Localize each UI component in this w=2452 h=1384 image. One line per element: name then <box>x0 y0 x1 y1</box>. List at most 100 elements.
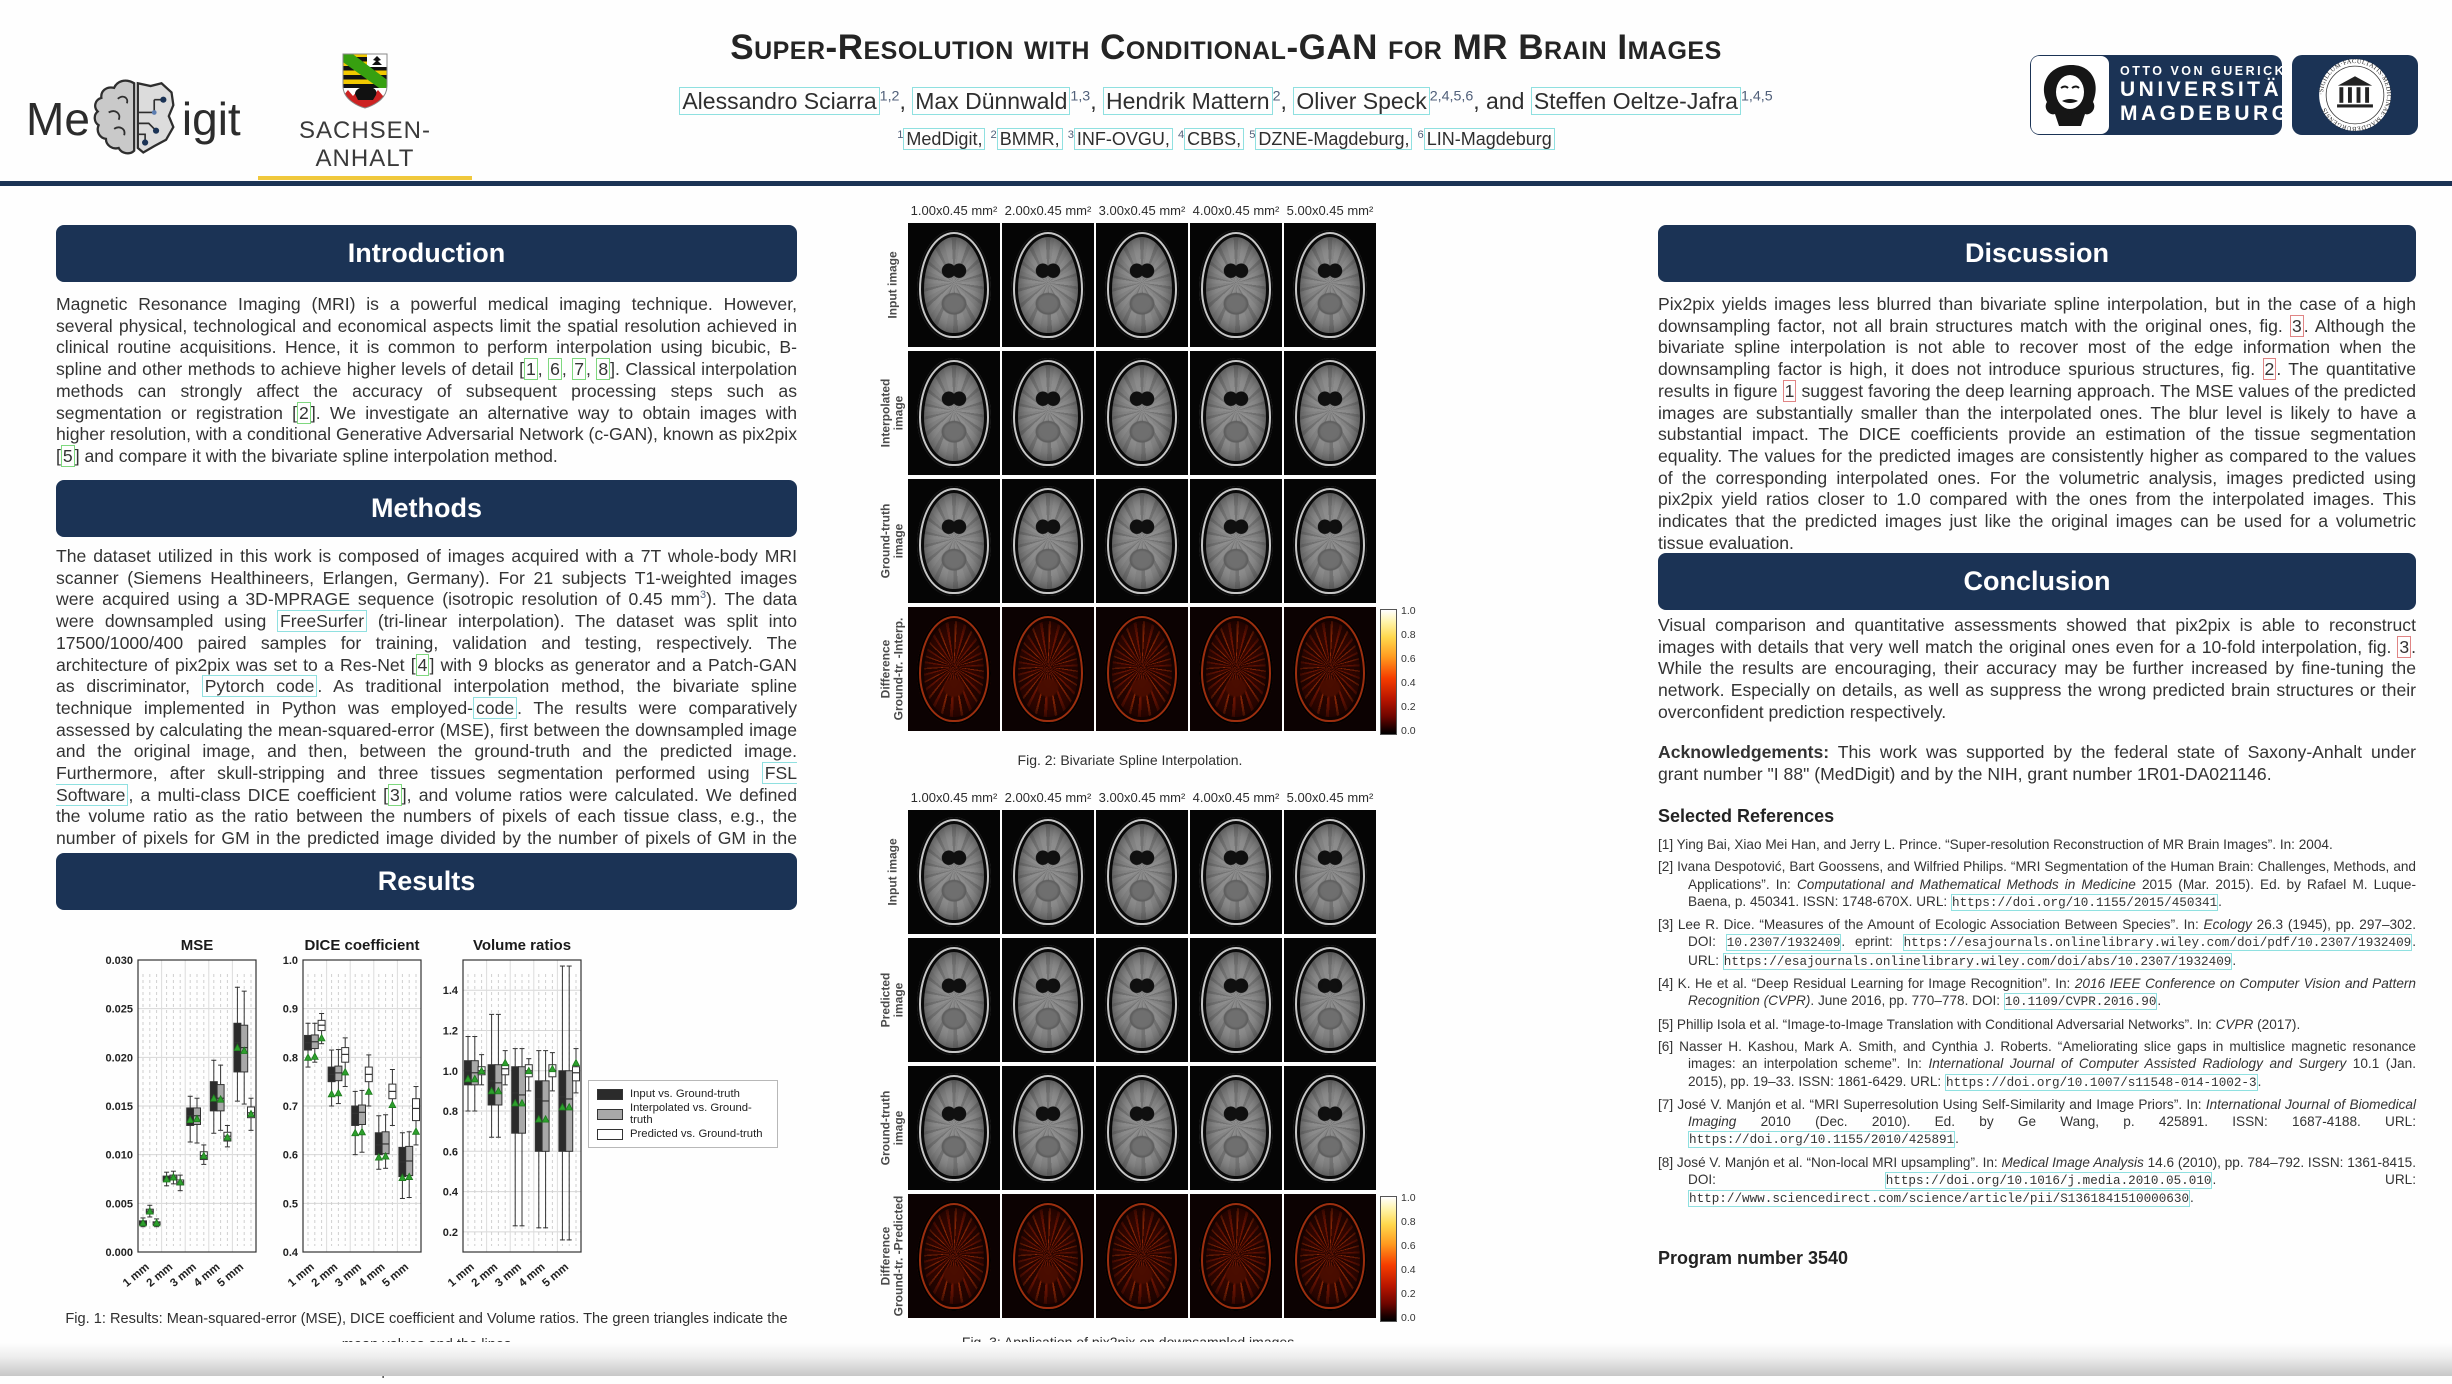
colorbar-tick: 0.6 <box>1401 1240 1416 1252</box>
citation-link[interactable]: 3 <box>387 783 402 806</box>
figure-row-label: Difference Ground-tr. -Interp. <box>878 617 906 721</box>
citation-link[interactable]: 2 <box>297 401 311 424</box>
url-link[interactable]: 10.1109/CVPR.2016.90 <box>2003 993 2158 1011</box>
citation-link[interactable]: 8 <box>596 358 611 381</box>
svg-text:0.010: 0.010 <box>105 1150 133 1162</box>
brain-mri-image <box>1096 479 1188 603</box>
hyperlink[interactable]: Pytorch code <box>201 675 318 698</box>
brain-slice <box>917 614 991 724</box>
citation-link[interactable]: 1 <box>523 358 538 381</box>
brain-difference-image <box>1190 1194 1282 1318</box>
figure-column-header: 3.00x0.45 mm² <box>1098 203 1186 218</box>
sachsen-anhalt-logo: SACHSEN-ANHALT <box>258 52 472 180</box>
hyperlink[interactable]: FreeSurfer <box>277 610 368 633</box>
poster-title: Super-Resolution with Conditional-GAN fo… <box>730 28 1722 67</box>
methods-text: The dataset utilized in this work is com… <box>56 546 797 870</box>
brain-slice <box>917 358 991 468</box>
brain-slice <box>1293 486 1367 596</box>
url-link[interactable]: https://doi.org/10.1155/2010/425891 <box>1688 1131 1956 1149</box>
svg-text:3 mm: 3 mm <box>333 1261 364 1290</box>
brain-slice <box>1105 1073 1179 1183</box>
citation-link[interactable]: 7 <box>572 358 587 381</box>
brain-mri-image <box>1002 810 1094 934</box>
svg-text:DICE coefficient: DICE coefficient <box>304 937 419 954</box>
reference-item: [3] Lee R. Dice. “Measures of the Amount… <box>1658 917 2416 970</box>
figure-row-label: Ground-truth image <box>878 1090 906 1166</box>
brain-slice <box>1105 230 1179 340</box>
figure-column-header: 5.00x0.45 mm² <box>1286 203 1374 218</box>
hyperlink[interactable]: FSL Software <box>56 762 797 806</box>
legend-label: Predicted vs. Ground-truth <box>630 1128 763 1140</box>
brain-mri-image <box>1284 479 1376 603</box>
brain-slice <box>1011 614 1085 724</box>
colorbar-tick: 0.0 <box>1401 1312 1416 1324</box>
citation-link[interactable]: 5 <box>60 444 75 467</box>
reference-number: [1] <box>1658 837 1677 852</box>
citation-link[interactable]: 4 <box>415 653 430 676</box>
introduction-text: Magnetic Resonance Imaging (MRI) is a po… <box>56 294 798 467</box>
hyperlink[interactable]: Max Dünnwald <box>912 87 1071 115</box>
hyperlink[interactable]: MedDigit, <box>903 128 986 150</box>
figure2-colorbar-ticks: 1.0 0.8 0.6 0.4 0.2 0.0 <box>1401 605 1416 737</box>
introduction-title: Introduction <box>347 238 506 268</box>
reference-number: [2] <box>1658 859 1678 875</box>
hyperlink[interactable]: BMMR, <box>996 128 1063 150</box>
hyperlink[interactable]: INF-OVGU, <box>1073 128 1173 150</box>
brain-mri-image <box>1284 810 1376 934</box>
svg-text:3 mm: 3 mm <box>493 1261 524 1290</box>
url-link[interactable]: https://esajournals.onlinelibrary.wiley.… <box>1902 934 2413 952</box>
section-header-conclusion: Conclusion <box>1658 553 2416 610</box>
brain-slice <box>1293 230 1367 340</box>
brain-mri-image <box>1190 479 1282 603</box>
citation-link[interactable]: 6 <box>548 358 562 381</box>
author-list[interactable]: Alessandro Sciarra 1,2, Max Dünnwald 1,3, … <box>430 87 2022 115</box>
hyperlink[interactable]: Steffen Oeltze-Jafra <box>1530 87 1741 115</box>
affiliation-list[interactable]: 1 MedDigit, 2 BMMR, 3 INF-OVGU, 4 CBBS, 5 DZN… <box>430 128 2022 150</box>
figure-ref-link[interactable]: 1 <box>1782 379 1797 402</box>
brain-slice <box>1011 817 1085 927</box>
url-link[interactable]: 10.2307/1932409 <box>1725 934 1842 952</box>
url-link[interactable]: http://www.sciencedirect.com/science/art… <box>1688 1190 2191 1208</box>
brain-slice <box>1199 945 1273 1055</box>
figure-column-header: 4.00x0.45 mm² <box>1192 790 1280 805</box>
acknowledgements-text: Acknowledgements: This work was supporte… <box>1658 742 2416 784</box>
svg-text:4 mm: 4 mm <box>357 1261 388 1290</box>
meddigit-logo-text-me: Me <box>26 93 90 145</box>
figure-column-header: 2.00x0.45 mm² <box>1004 203 1092 218</box>
hyperlink[interactable]: LIN-Magdeburg <box>1423 128 1555 150</box>
hyperlink[interactable]: CBBS, <box>1184 128 1245 150</box>
reference-item: [8] José V. Manjón et al. “Non-local MRI… <box>1658 1154 2417 1208</box>
brain-mri-image <box>1002 938 1094 1062</box>
discussion-text: Pix2pix yields images less blurred than … <box>1658 294 2417 553</box>
brain-difference-image <box>1190 607 1282 731</box>
boxplot-dice-coefficient: 0.4 0.5 0.6 0.7 0.8 0.9 1.0 DICE coefficient 1 m… <box>283 937 422 1290</box>
reference-item: [5] Phillip Isola et al. “Image-to-Image… <box>1658 1016 2301 1032</box>
hyperlink[interactable]: DZNE-Magdeburg, <box>1255 128 1413 150</box>
faculty-seal-icon: ·SIGILLUM·FACULTATIS·MEDICINAE·MAGDEBURG… <box>2318 58 2392 132</box>
brain-slice <box>1293 945 1367 1055</box>
brain-slice <box>1105 1201 1179 1311</box>
figure2-caption: Fig. 2: Bivariate Spline Interpolation. <box>1017 752 1243 768</box>
brain-mri-image <box>1096 1066 1188 1190</box>
url-link[interactable]: https://doi.org/10.1016/j.media.2010.05.… <box>1884 1172 2213 1190</box>
brain-mri-image <box>1284 223 1376 347</box>
url-link[interactable]: https://esajournals.onlinelibrary.wiley.… <box>1722 952 2233 970</box>
brain-mri-image <box>1096 810 1188 934</box>
hyperlink[interactable]: code <box>473 696 518 719</box>
colorbar-tick: 1.0 <box>1401 1192 1416 1204</box>
url-link[interactable]: https://doi.org/10.1155/2015/450341 <box>1951 893 2219 911</box>
figure-ref-link[interactable]: 2 <box>2262 358 2277 381</box>
figure-ref-link[interactable]: 3 <box>2397 635 2412 658</box>
figure-column-header: 2.00x0.45 mm² <box>1004 790 1092 805</box>
medical-faculty-seal-logo: ·SIGILLUM·FACULTATIS·MEDICINAE·MAGDEBURG… <box>2292 55 2418 135</box>
hyperlink[interactable]: Alessandro Sciarra <box>679 87 880 115</box>
brain-slice <box>1293 1073 1367 1183</box>
colorbar-tick: 0.4 <box>1401 1264 1416 1276</box>
figure-ref-link[interactable]: 3 <box>2290 314 2304 337</box>
hyperlink[interactable]: Hendrik Mattern <box>1102 87 1273 115</box>
legend-entry: Interpolated vs. Ground-truth <box>597 1102 769 1126</box>
hyperlink[interactable]: Oliver Speck <box>1293 87 1430 115</box>
brain-slice <box>1199 1073 1273 1183</box>
sachsen-anhalt-label: SACHSEN-ANHALT <box>298 117 432 172</box>
url-link[interactable]: https://doi.org/10.1007/s11548-014-1002-… <box>1944 1073 2258 1091</box>
